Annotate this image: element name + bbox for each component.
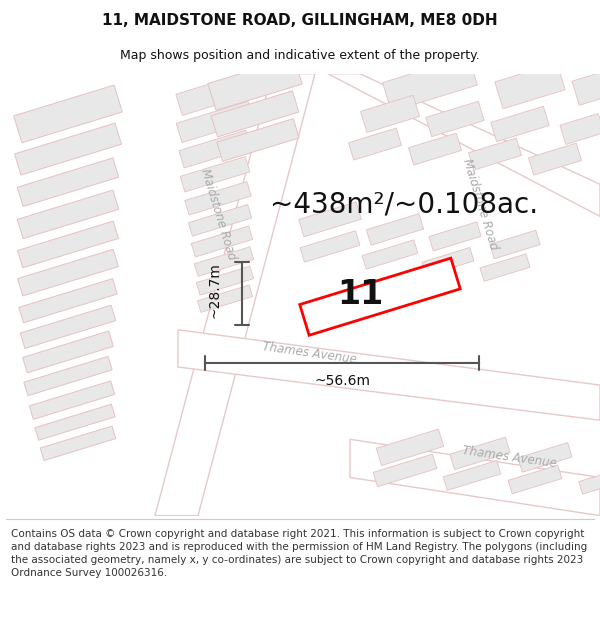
Polygon shape xyxy=(197,285,253,312)
Polygon shape xyxy=(35,404,115,440)
Polygon shape xyxy=(188,204,251,236)
Polygon shape xyxy=(40,426,116,461)
Text: Contains OS data © Crown copyright and database right 2021. This information is : Contains OS data © Crown copyright and d… xyxy=(11,529,587,578)
Polygon shape xyxy=(426,101,484,137)
Polygon shape xyxy=(429,222,481,251)
Polygon shape xyxy=(180,156,250,192)
Polygon shape xyxy=(529,143,581,175)
Polygon shape xyxy=(20,305,116,349)
Polygon shape xyxy=(443,461,501,491)
Polygon shape xyxy=(422,248,474,276)
Polygon shape xyxy=(211,91,299,137)
Polygon shape xyxy=(480,254,530,281)
Text: Thames Avenue: Thames Avenue xyxy=(262,340,358,366)
Text: 11, MAIDSTONE ROAD, GILLINGHAM, ME8 0DH: 11, MAIDSTONE ROAD, GILLINGHAM, ME8 0DH xyxy=(102,13,498,28)
Polygon shape xyxy=(491,106,549,142)
Polygon shape xyxy=(176,101,254,142)
Polygon shape xyxy=(508,465,562,494)
Polygon shape xyxy=(376,429,444,466)
Polygon shape xyxy=(179,130,251,168)
Polygon shape xyxy=(495,63,565,109)
Polygon shape xyxy=(361,95,419,132)
Polygon shape xyxy=(17,249,118,296)
Polygon shape xyxy=(17,221,118,268)
Polygon shape xyxy=(176,72,254,116)
Polygon shape xyxy=(367,214,424,245)
Polygon shape xyxy=(300,231,360,262)
Polygon shape xyxy=(23,331,113,373)
Polygon shape xyxy=(29,381,115,419)
Polygon shape xyxy=(17,190,119,239)
Polygon shape xyxy=(191,226,253,257)
Polygon shape xyxy=(328,74,600,216)
Polygon shape xyxy=(362,240,418,269)
Text: Maidstone Road: Maidstone Road xyxy=(460,157,500,251)
Polygon shape xyxy=(14,85,122,142)
Text: Map shows position and indicative extent of the property.: Map shows position and indicative extent… xyxy=(120,49,480,62)
Polygon shape xyxy=(409,133,461,165)
Polygon shape xyxy=(518,442,572,472)
Polygon shape xyxy=(469,138,521,170)
Polygon shape xyxy=(560,114,600,144)
Polygon shape xyxy=(450,437,510,469)
Text: Maidstone Road: Maidstone Road xyxy=(198,167,238,261)
Text: 11: 11 xyxy=(337,278,383,311)
Polygon shape xyxy=(572,72,600,105)
Polygon shape xyxy=(490,230,540,259)
Text: ~438m²/~0.108ac.: ~438m²/~0.108ac. xyxy=(270,190,538,218)
Polygon shape xyxy=(383,56,478,111)
Polygon shape xyxy=(350,439,600,516)
Polygon shape xyxy=(185,181,251,215)
Polygon shape xyxy=(194,247,254,276)
Polygon shape xyxy=(155,74,315,516)
Polygon shape xyxy=(349,128,401,160)
Text: ~28.7m: ~28.7m xyxy=(207,262,221,318)
Polygon shape xyxy=(579,473,600,494)
Polygon shape xyxy=(17,158,119,206)
Polygon shape xyxy=(208,57,302,111)
Polygon shape xyxy=(24,356,112,396)
Polygon shape xyxy=(196,266,254,295)
Text: Thames Avenue: Thames Avenue xyxy=(462,444,558,471)
Polygon shape xyxy=(300,258,460,335)
Polygon shape xyxy=(373,454,437,487)
Polygon shape xyxy=(19,279,117,322)
Polygon shape xyxy=(178,330,600,420)
Text: ~56.6m: ~56.6m xyxy=(314,374,370,388)
Polygon shape xyxy=(14,123,121,175)
Polygon shape xyxy=(299,202,361,237)
Polygon shape xyxy=(217,119,299,161)
